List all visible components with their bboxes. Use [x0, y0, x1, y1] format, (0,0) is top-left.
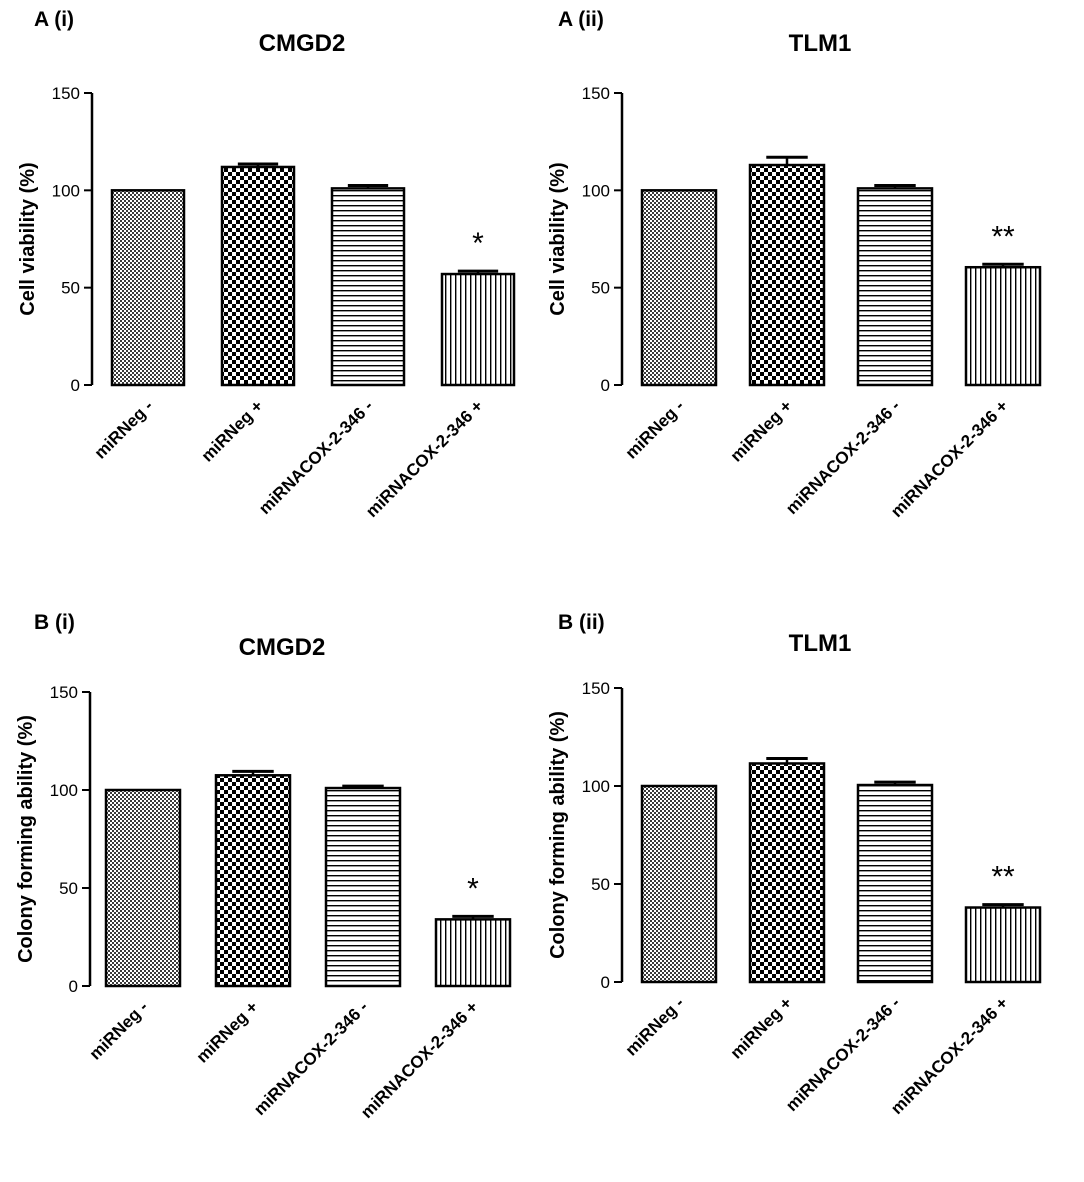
x-tick-label: miRNACOX-2-346 - [782, 993, 904, 1115]
bar [324, 786, 402, 988]
y-axis-label: Cell viability (%) [547, 162, 569, 315]
bar-chart: 0 50 100 150 Colony forming ability (%) miRNe… [15, 683, 512, 1122]
y-tick-label: 50 [61, 279, 80, 298]
y-tick-label: 150 [582, 84, 610, 103]
significance-marker: ** [991, 861, 1015, 894]
bar [330, 187, 406, 387]
panel-label: A (ii) [558, 8, 604, 31]
x-tick-label: miRNACOX-2-346 + [887, 396, 1012, 521]
x-tick-label: miRNeg - [622, 993, 688, 1059]
bar [110, 189, 186, 387]
bar [434, 918, 512, 988]
y-tick-label: 100 [582, 777, 610, 796]
x-tick-label: miRNeg + [727, 396, 796, 465]
bar-chart: 0 50 100 150 Colony forming ability (%) miRNe… [547, 679, 1042, 1118]
x-tick-label: miRNACOX-2-346 - [255, 396, 377, 518]
chart-title: TLM1 [788, 30, 852, 57]
y-axis-label: Colony forming ability (%) [15, 715, 37, 963]
bar [856, 783, 934, 984]
x-tick-label: miRNACOX-2-346 + [357, 997, 482, 1122]
y-tick-label: 0 [601, 973, 610, 992]
x-tick-label: miRNACOX-2-346 - [782, 396, 904, 518]
x-tick-label: miRNeg - [622, 396, 688, 462]
x-tick-label: miRNeg + [727, 993, 796, 1062]
y-axis-label: Cell viability (%) [17, 162, 39, 315]
y-tick-label: 50 [59, 879, 78, 898]
y-tick-label: 0 [601, 376, 610, 395]
panel-b-ii: B (ii) TLM1 0 50 100 150 Colony forming abil… [540, 590, 1084, 1182]
x-tick-label: miRNeg + [193, 997, 262, 1066]
panel-a-ii: A (ii) TLM1 0 50 100 150 Cell viability (%) m… [540, 0, 1084, 590]
y-tick-label: 150 [52, 84, 80, 103]
y-tick-label: 0 [71, 376, 80, 395]
bar [748, 163, 826, 387]
x-tick-label: miRNeg + [198, 396, 267, 465]
y-tick-label: 100 [582, 181, 610, 200]
significance-marker: * [467, 872, 479, 905]
bar [964, 906, 1042, 984]
y-tick-label: 150 [582, 679, 610, 698]
panel-label: B (ii) [558, 611, 605, 634]
y-tick-label: 50 [591, 875, 610, 894]
panel-a-i: A (i) CMGD2 0 50 100 150 Cell viability (%) m… [0, 0, 540, 590]
panel-label: A (i) [34, 8, 75, 31]
x-tick-label: miRNACOX-2-346 + [362, 396, 487, 521]
bar [220, 165, 296, 387]
bar [104, 788, 182, 988]
bar-chart: 0 50 100 150 Cell viability (%) miRNeg - miRNe… [17, 84, 516, 521]
panel-label: B (i) [34, 611, 75, 634]
chart-title: CMGD2 [238, 634, 326, 661]
bar [214, 774, 292, 988]
y-tick-label: 0 [69, 977, 78, 996]
bar [440, 272, 516, 387]
y-tick-label: 50 [591, 279, 610, 298]
bar [640, 189, 718, 387]
y-tick-label: 150 [50, 683, 78, 702]
significance-marker: ** [991, 220, 1015, 253]
x-tick-label: miRNeg - [86, 997, 152, 1063]
bar [748, 762, 826, 984]
bar-chart: 0 50 100 150 Cell viability (%) miRNeg - miRNe… [547, 84, 1042, 521]
y-tick-label: 100 [50, 781, 78, 800]
chart-title: TLM1 [788, 630, 852, 657]
x-tick-label: miRNeg - [91, 396, 157, 462]
bar [856, 187, 934, 387]
significance-marker: * [472, 227, 484, 260]
y-tick-label: 100 [52, 181, 80, 200]
bar [640, 784, 718, 984]
x-tick-label: miRNACOX-2-346 + [887, 993, 1012, 1118]
x-tick-label: miRNACOX-2-346 - [250, 997, 372, 1119]
chart-title: CMGD2 [258, 30, 346, 57]
y-axis-label: Colony forming ability (%) [547, 711, 569, 959]
panel-b-i: B (i) CMGD2 0 50 100 150 Colony forming abil… [0, 590, 540, 1182]
bar [964, 265, 1042, 387]
